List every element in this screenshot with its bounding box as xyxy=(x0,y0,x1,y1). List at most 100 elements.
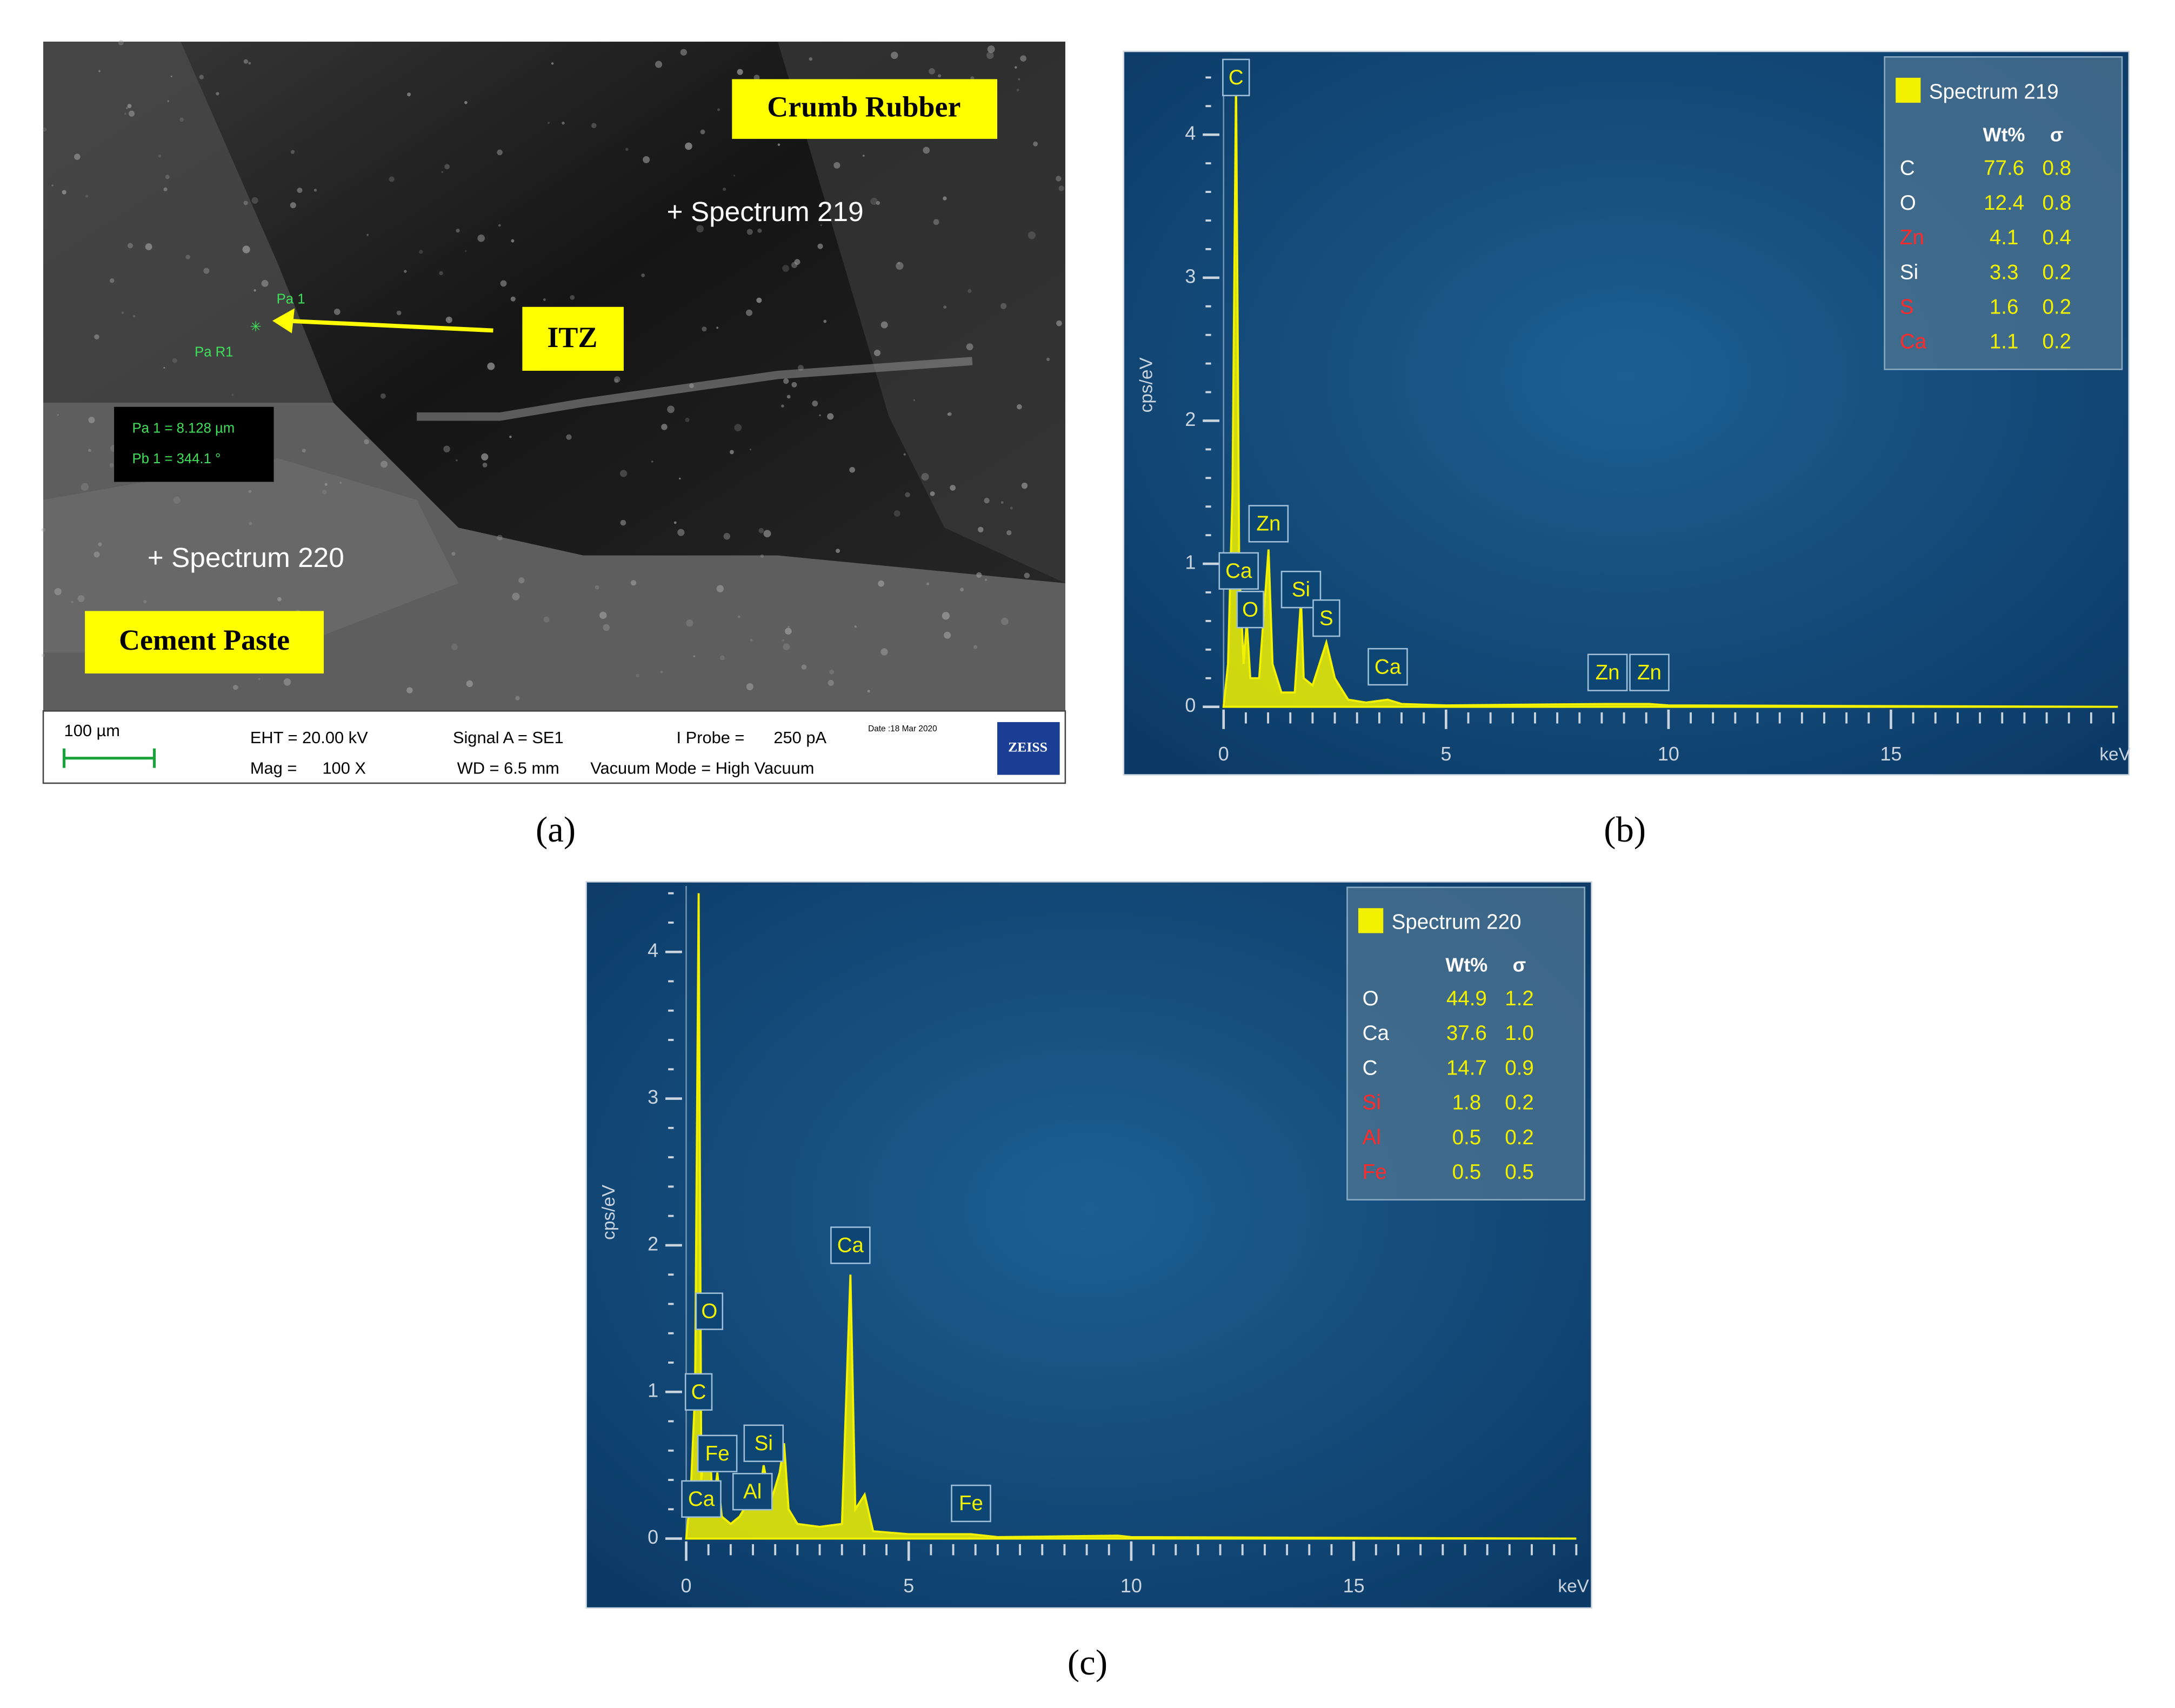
info-text: I Probe = xyxy=(677,728,745,747)
sem-speck xyxy=(283,678,291,686)
legend-sigma: 1.0 xyxy=(1505,1022,1534,1045)
sem-speck xyxy=(862,155,865,157)
sem-speck xyxy=(693,655,696,657)
sem-speck xyxy=(968,289,972,293)
sem-speck xyxy=(98,70,101,72)
sem-speck xyxy=(734,424,742,432)
sem-speck xyxy=(500,280,507,287)
sem-speck xyxy=(118,39,124,46)
sem-speck xyxy=(124,112,126,115)
sem-speck xyxy=(750,638,753,642)
sem-speck xyxy=(443,445,450,453)
sem-speck xyxy=(498,224,501,227)
sem-speck xyxy=(823,319,827,323)
sem-speck xyxy=(1056,176,1062,182)
sem-speck xyxy=(71,601,74,603)
peak-label: Si xyxy=(755,1432,773,1455)
sem-speck xyxy=(42,127,47,132)
sem-speck xyxy=(827,413,834,420)
sem-speck xyxy=(406,687,413,693)
x-tick-label: 15 xyxy=(1343,1574,1365,1597)
y-tick-label: 2 xyxy=(1185,408,1196,430)
sem-speck xyxy=(456,229,460,233)
legend-element: Ca xyxy=(1900,330,1927,353)
sem-speck xyxy=(1015,66,1017,69)
legend-element: Ca xyxy=(1363,1022,1390,1045)
sem-speck xyxy=(783,378,789,384)
sem-speck xyxy=(926,582,930,585)
sem-speck xyxy=(641,273,645,277)
crumb-rubber-label: Crumb Rubber xyxy=(767,90,960,123)
sem-speck xyxy=(758,528,764,533)
sem-speck xyxy=(700,129,705,135)
sem-speck xyxy=(127,243,133,249)
sem-speck xyxy=(1000,617,1009,625)
sem-speck xyxy=(595,585,599,590)
info-text: Mag = xyxy=(250,758,297,777)
sem-speck xyxy=(673,521,677,524)
sem-speck xyxy=(1010,506,1013,510)
sem-speck xyxy=(173,496,181,504)
legend-element: Al xyxy=(1363,1126,1381,1149)
legend-title: Spectrum 220 xyxy=(1392,911,1522,934)
sem-speck xyxy=(548,122,550,124)
measure-box xyxy=(114,406,274,482)
sem-speck xyxy=(199,75,204,79)
sem-speck xyxy=(719,655,725,660)
measure-value: Pb 1 = 344.1 ° xyxy=(132,451,221,466)
sem-speck xyxy=(242,245,250,253)
sem-speck xyxy=(497,149,503,156)
legend-wt: 4.1 xyxy=(1990,226,2019,249)
sem-speck xyxy=(794,259,800,265)
peak-label: Zn xyxy=(1637,661,1662,684)
sem-speck xyxy=(819,414,821,417)
legend-element: C xyxy=(1900,157,1915,180)
y-axis-label: cps/eV xyxy=(1136,357,1156,413)
sem-speck xyxy=(677,529,685,536)
sem-speck xyxy=(893,510,900,517)
sem-speck xyxy=(62,190,66,195)
sem-speck xyxy=(733,175,736,177)
peak-label-box xyxy=(1367,648,1408,686)
sem-speck xyxy=(364,439,369,445)
sem-speck xyxy=(380,393,386,399)
sem-speck xyxy=(689,383,694,389)
sem-speck xyxy=(481,453,489,461)
sem-speck xyxy=(445,316,452,323)
sem-speck xyxy=(88,417,95,423)
sem-speck xyxy=(984,578,988,581)
legend-box xyxy=(1346,886,1586,1200)
sem-speck xyxy=(1006,530,1012,536)
sem-speck xyxy=(515,696,520,700)
legend-sigma: 0.2 xyxy=(1505,1126,1534,1149)
sem-speck xyxy=(746,309,753,316)
y-tick-label: 3 xyxy=(1185,265,1196,287)
sem-speck xyxy=(233,684,238,690)
info-text: 100 X xyxy=(322,758,366,777)
peak-label-box xyxy=(830,1226,871,1264)
sem-speck xyxy=(509,435,512,438)
sem-speck xyxy=(943,305,947,309)
sem-speck xyxy=(57,414,59,416)
sem-speck xyxy=(465,250,467,252)
sem-speck xyxy=(126,107,128,109)
sem-speck xyxy=(591,123,597,129)
sem-speck xyxy=(170,75,172,77)
sem-speck xyxy=(518,577,525,584)
sem-speck xyxy=(1000,303,1007,309)
sem-speck xyxy=(85,195,89,198)
peak-label: C xyxy=(1229,66,1244,89)
sem-speck xyxy=(801,664,807,670)
peak-label: S xyxy=(1319,606,1333,630)
peak-label: Ca xyxy=(688,1487,715,1511)
peak-label: O xyxy=(1242,598,1258,621)
sem-speck xyxy=(172,358,177,363)
legend-sigma: 0.2 xyxy=(2042,296,2071,319)
sem-speck xyxy=(512,592,520,601)
sem-speck xyxy=(290,150,295,154)
x-tick-label: 5 xyxy=(1440,743,1451,765)
sem-speck xyxy=(249,522,252,525)
sem-speck xyxy=(788,625,790,628)
sem-speck xyxy=(333,308,341,315)
